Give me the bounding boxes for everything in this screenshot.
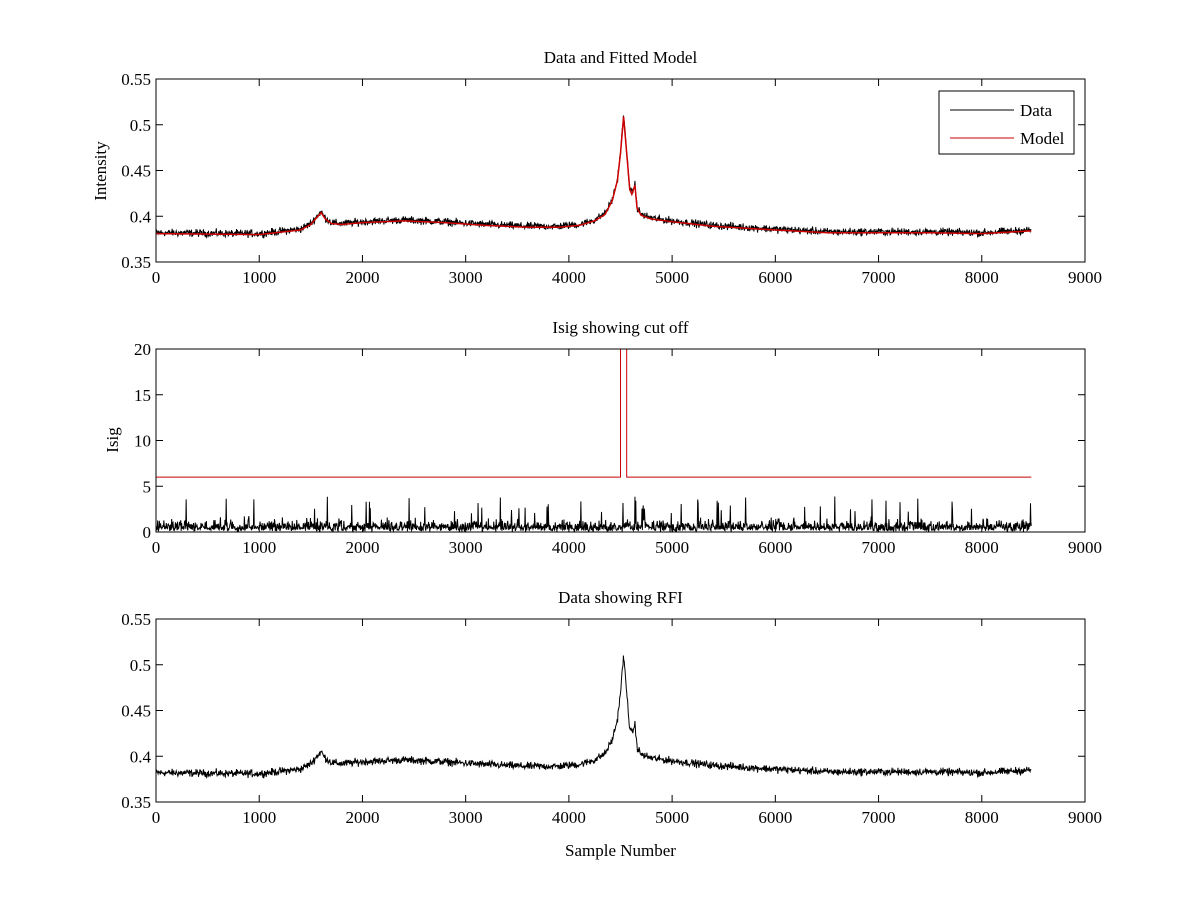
x-tick-label: 2000 xyxy=(345,538,379,557)
ticks: 0 1000 2000 3000 4000 5000 6000 7000 8000 9000 0 5 1… xyxy=(134,340,1102,557)
x-tick-label: 8000 xyxy=(965,268,999,287)
panel-isig: Isig showing cut off Isig 0 1000 2000 3000 4… xyxy=(103,318,1102,557)
x-tick-label: 1000 xyxy=(242,808,276,827)
x-axis-label: Sample Number xyxy=(565,841,676,860)
isig-series-line xyxy=(156,496,1032,532)
plot-area xyxy=(156,655,1032,780)
legend-box xyxy=(938,90,1075,155)
y-tick-label: 0.35 xyxy=(121,793,151,812)
y-tick-label: 20 xyxy=(134,340,151,359)
y-tick-label: 0.35 xyxy=(121,253,151,272)
x-tick-label: 8000 xyxy=(965,808,999,827)
ticks: 0 1000 2000 3000 4000 5000 6000 7000 8000 9000 0.3… xyxy=(121,610,1102,827)
y-tick-label: 0.4 xyxy=(130,207,152,226)
panel-data-rfi: Data showing RFI 0 1000 2000 3000 4000 5000 60… xyxy=(121,588,1102,860)
data-series-line xyxy=(156,655,1032,780)
x-tick-label: 0 xyxy=(152,808,161,827)
plot-area xyxy=(156,115,1032,240)
x-tick-label: 5000 xyxy=(655,808,689,827)
y-tick-label: 0.45 xyxy=(121,702,151,721)
cutoff-series-line xyxy=(156,349,1032,478)
x-tick-label: 9000 xyxy=(1068,538,1102,557)
x-tick-label: 1000 xyxy=(242,538,276,557)
x-tick-label: 8000 xyxy=(965,538,999,557)
x-tick-label: 0 xyxy=(152,538,161,557)
legend: Data Model xyxy=(938,90,1075,155)
y-tick-label: 10 xyxy=(134,432,151,451)
x-tick-label: 6000 xyxy=(758,268,792,287)
y-tick-label: 5 xyxy=(143,477,152,496)
x-tick-label: 4000 xyxy=(552,808,586,827)
x-tick-label: 3000 xyxy=(449,538,483,557)
y-tick-label: 0.4 xyxy=(130,747,152,766)
y-tick-label: 0.55 xyxy=(121,70,151,89)
x-tick-label: 6000 xyxy=(758,538,792,557)
x-tick-label: 7000 xyxy=(862,268,896,287)
x-tick-label: 4000 xyxy=(552,268,586,287)
x-tick-label: 7000 xyxy=(862,808,896,827)
x-tick-label: 6000 xyxy=(758,808,792,827)
panel-title: Data showing RFI xyxy=(558,588,683,607)
plot-area xyxy=(156,349,1032,532)
y-axis-label: Intensity xyxy=(91,141,110,201)
y-tick-label: 0.5 xyxy=(130,116,151,135)
x-tick-label: 9000 xyxy=(1068,268,1102,287)
x-tick-label: 0 xyxy=(152,268,161,287)
x-tick-label: 9000 xyxy=(1068,808,1102,827)
y-tick-label: 0.55 xyxy=(121,610,151,629)
legend-data-label: Data xyxy=(1020,101,1053,120)
ticks: 0 1000 2000 3000 4000 5000 6000 7000 8000 9000 0.3… xyxy=(121,70,1102,287)
x-tick-label: 7000 xyxy=(862,538,896,557)
y-tick-label: 15 xyxy=(134,386,151,405)
x-tick-label: 5000 xyxy=(655,538,689,557)
y-axis-label: Isig xyxy=(103,427,122,453)
x-tick-label: 1000 xyxy=(242,268,276,287)
x-tick-label: 3000 xyxy=(449,268,483,287)
panel-title: Data and Fitted Model xyxy=(544,48,698,67)
panel-data-and-model: Data and Fitted Model Intensity 0 1000 200… xyxy=(91,48,1102,287)
y-tick-label: 0.45 xyxy=(121,162,151,181)
x-tick-label: 2000 xyxy=(345,268,379,287)
x-tick-label: 5000 xyxy=(655,268,689,287)
legend-model-label: Model xyxy=(1020,129,1065,148)
x-tick-label: 2000 xyxy=(345,808,379,827)
model-series-line xyxy=(156,116,1032,236)
y-tick-label: 0.5 xyxy=(130,656,151,675)
panel-title: Isig showing cut off xyxy=(552,318,688,337)
x-tick-label: 3000 xyxy=(449,808,483,827)
y-tick-label: 0 xyxy=(143,523,152,542)
x-tick-label: 4000 xyxy=(552,538,586,557)
